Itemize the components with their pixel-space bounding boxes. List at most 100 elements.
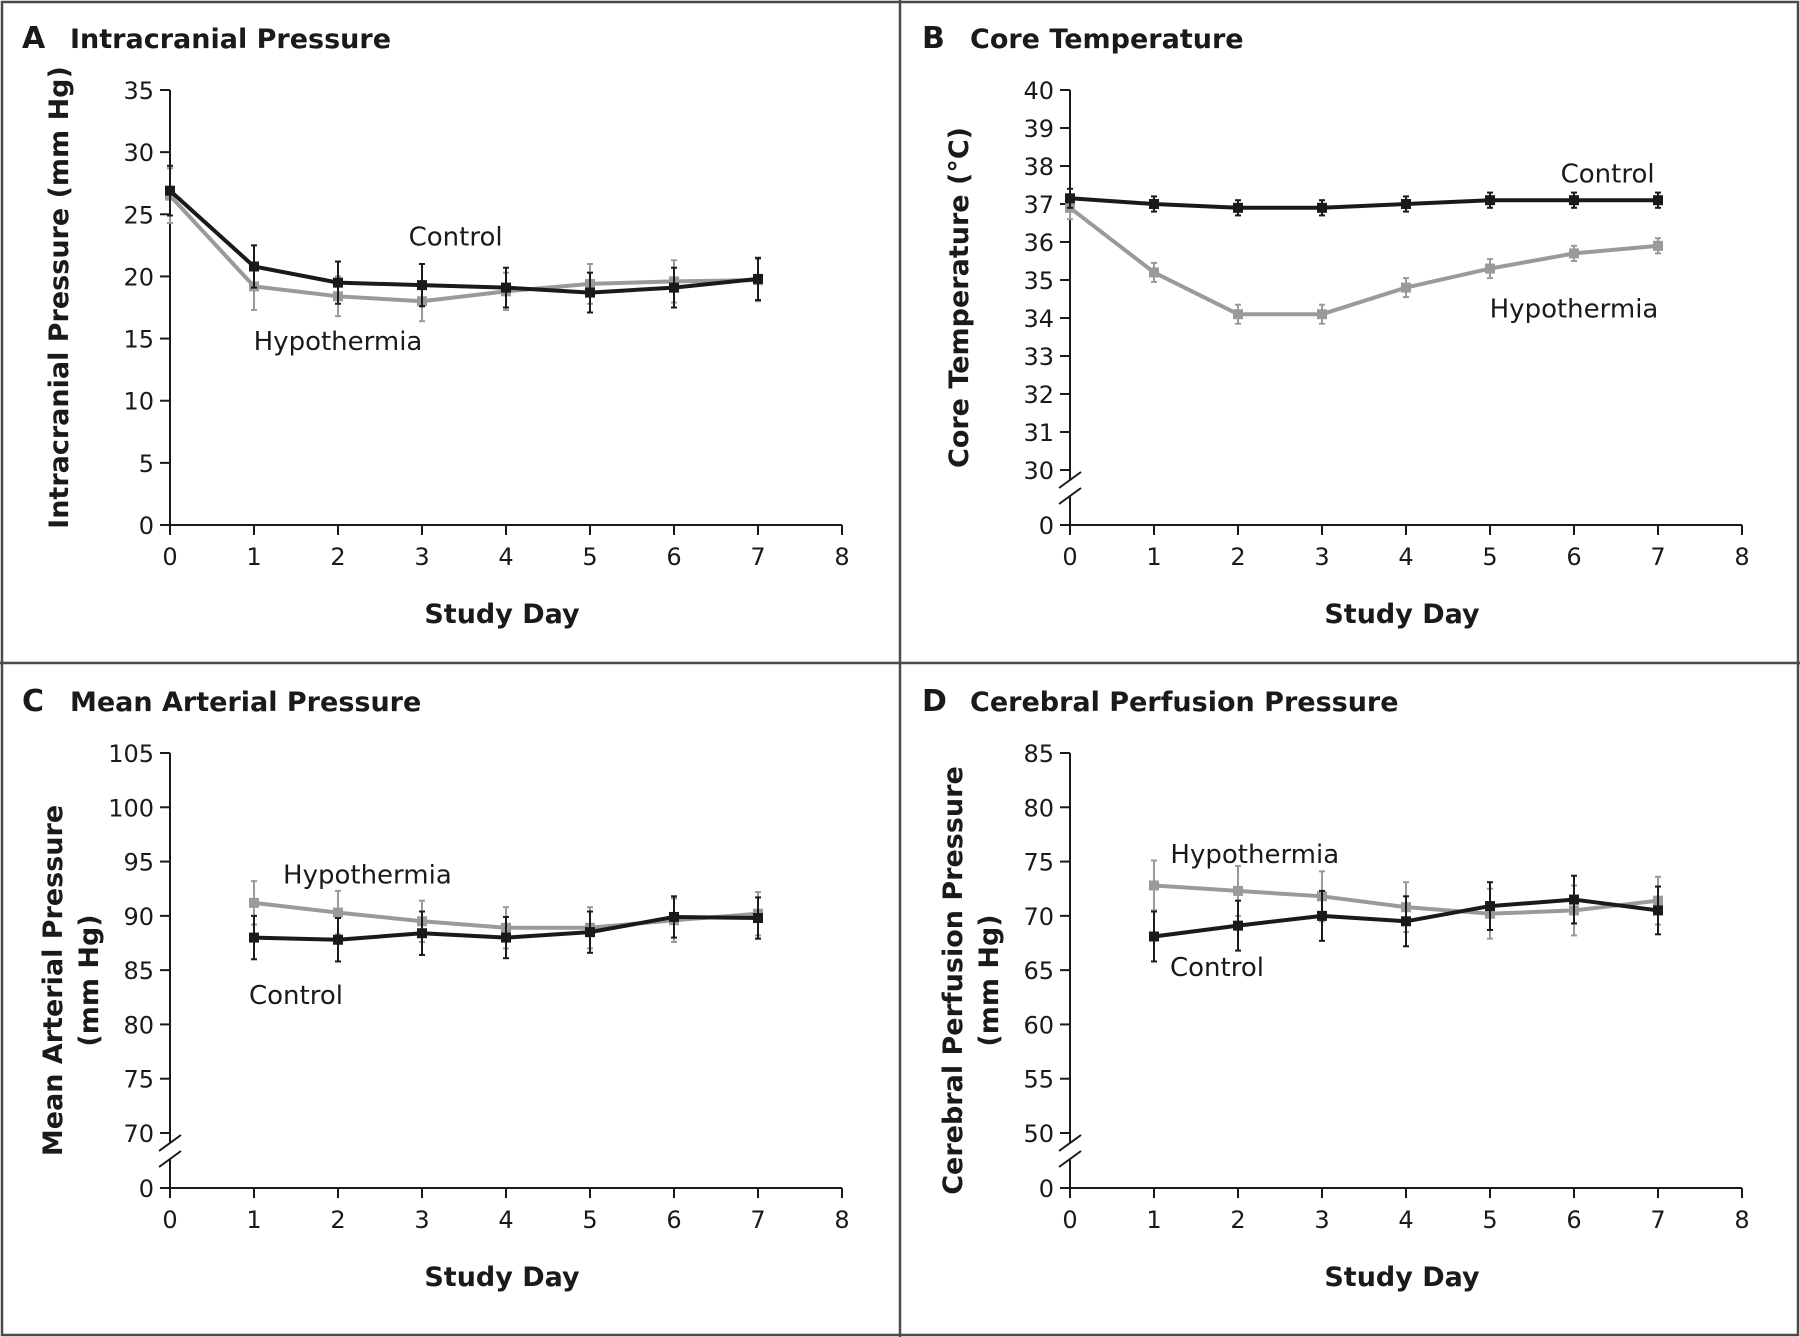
x-tick-label: 0 <box>1062 543 1077 571</box>
series-label: Hypothermia <box>254 327 423 357</box>
series-hypothermia-line <box>1068 206 1659 317</box>
series-control-point <box>249 932 259 943</box>
y-tick-label: 85 <box>123 957 154 985</box>
x-tick-label: 7 <box>1650 1206 1665 1234</box>
y-axis-title: Intracranial Pressure (mm Hg) <box>44 66 75 529</box>
x-tick-label: 2 <box>1230 543 1245 571</box>
x-axis-title: Study Day <box>424 599 580 630</box>
series-control-point <box>165 185 175 196</box>
series-control-point <box>585 927 595 938</box>
series-control-point <box>753 913 763 924</box>
x-tick-label: 5 <box>582 1206 597 1234</box>
y-axis-title-line: (mm Hg) <box>974 914 1005 1046</box>
y-axis-title-line: Mean Arterial Pressure <box>38 805 69 1156</box>
series-hypothermia-point <box>333 907 343 918</box>
series-control-point <box>1233 202 1243 213</box>
series-control-point <box>753 273 763 284</box>
series-label: Hypothermia <box>1490 295 1659 325</box>
x-tick-label: 6 <box>666 1206 681 1234</box>
series-control-point <box>1317 202 1327 213</box>
x-tick-label: 2 <box>330 1206 345 1234</box>
series-control-point <box>1065 193 1075 204</box>
y-tick-label: 30 <box>123 139 154 167</box>
y-tick-label: 0 <box>139 512 154 540</box>
series-control-point <box>1233 920 1243 931</box>
series-control-line <box>1069 196 1658 210</box>
x-tick-label: 5 <box>1482 1206 1497 1234</box>
x-tick-label: 1 <box>1146 543 1161 571</box>
series-control-point <box>1569 195 1579 206</box>
y-tick-label: 50 <box>1023 1120 1054 1148</box>
x-tick-label: 3 <box>414 543 429 571</box>
panel-a: A Intracranial Pressure 0 1 2 3 4 5 6 7 8 0 5 10 15 20 2… <box>22 21 850 630</box>
y-tick-label: 31 <box>1023 419 1054 447</box>
x-tick-label: 2 <box>330 543 345 571</box>
series-control-point <box>1401 916 1411 927</box>
y-tick-label: 0 <box>1039 1175 1054 1203</box>
y-tick-label: 35 <box>1023 267 1054 295</box>
series-control <box>1065 187 1663 217</box>
x-tick-label: 1 <box>1146 1206 1161 1234</box>
y-axis-title: Core Temperature (°C) <box>944 127 975 468</box>
series-control-point <box>249 261 259 272</box>
y-tick-label: 70 <box>1023 903 1054 931</box>
x-tick-label: 7 <box>750 1206 765 1234</box>
series-hypothermia-point <box>1317 309 1327 320</box>
x-tick-label: 0 <box>162 543 177 571</box>
series-label: Control <box>1170 953 1264 983</box>
x-tick-label: 0 <box>1062 1206 1077 1234</box>
panel-letter: C <box>22 684 44 719</box>
series-control-point <box>1401 199 1411 209</box>
x-tick-label: 4 <box>498 543 513 571</box>
series-hypothermia-point <box>1149 267 1159 278</box>
series-control-line <box>168 189 759 295</box>
series-label: Control <box>409 223 503 253</box>
y-tick-label: 33 <box>1023 343 1054 371</box>
x-tick-label: 6 <box>1566 1206 1581 1234</box>
series-label: Hypothermia <box>283 861 452 891</box>
series-hypothermia-point <box>1401 282 1411 293</box>
x-tick-label: 5 <box>582 543 597 571</box>
series-label: Hypothermia <box>1170 840 1339 870</box>
series-control <box>165 164 763 314</box>
x-tick-label: 6 <box>666 543 681 571</box>
panel-title: Intracranial Pressure <box>70 24 391 55</box>
x-tick-label: 6 <box>1566 543 1581 571</box>
y-tick-label: 100 <box>108 794 154 822</box>
x-tick-label: 4 <box>498 1206 513 1234</box>
series-control-point <box>1653 905 1663 916</box>
axis-break-mark <box>1058 471 1082 489</box>
series-control-point <box>585 287 595 298</box>
y-axis-title-line: (mm Hg) <box>74 914 105 1046</box>
series-hypothermia-point <box>1149 880 1159 891</box>
y-tick-label: 20 <box>123 263 154 291</box>
panel-title: Core Temperature <box>970 24 1244 55</box>
x-tick-label: 8 <box>1734 1206 1749 1234</box>
y-tick-label: 37 <box>1023 191 1054 219</box>
y-tick-label: 34 <box>1023 305 1054 333</box>
x-axis-title: Study Day <box>1324 1262 1480 1293</box>
x-tick-label: 4 <box>1398 543 1413 571</box>
x-tick-label: 8 <box>834 1206 849 1234</box>
y-tick-label: 40 <box>1023 77 1054 105</box>
y-tick-label: 39 <box>1023 115 1054 143</box>
series-label: Control <box>249 981 343 1011</box>
series-control-point <box>417 928 427 939</box>
x-tick-label: 1 <box>246 543 261 571</box>
series-hypothermia-point <box>1569 248 1579 259</box>
series-control-point <box>417 280 427 291</box>
series-control-point <box>1485 195 1495 206</box>
y-tick-label: 75 <box>123 1066 154 1094</box>
y-tick-label: 95 <box>123 849 154 877</box>
y-tick-label: 90 <box>123 903 154 931</box>
x-tick-label: 7 <box>1650 543 1665 571</box>
y-tick-label: 60 <box>1023 1011 1054 1039</box>
axis-break-mark <box>158 1150 182 1168</box>
x-tick-label: 1 <box>246 1206 261 1234</box>
series-control-point <box>1149 199 1159 209</box>
x-axis-title: Study Day <box>424 1262 580 1293</box>
series-control-point <box>1653 195 1663 206</box>
